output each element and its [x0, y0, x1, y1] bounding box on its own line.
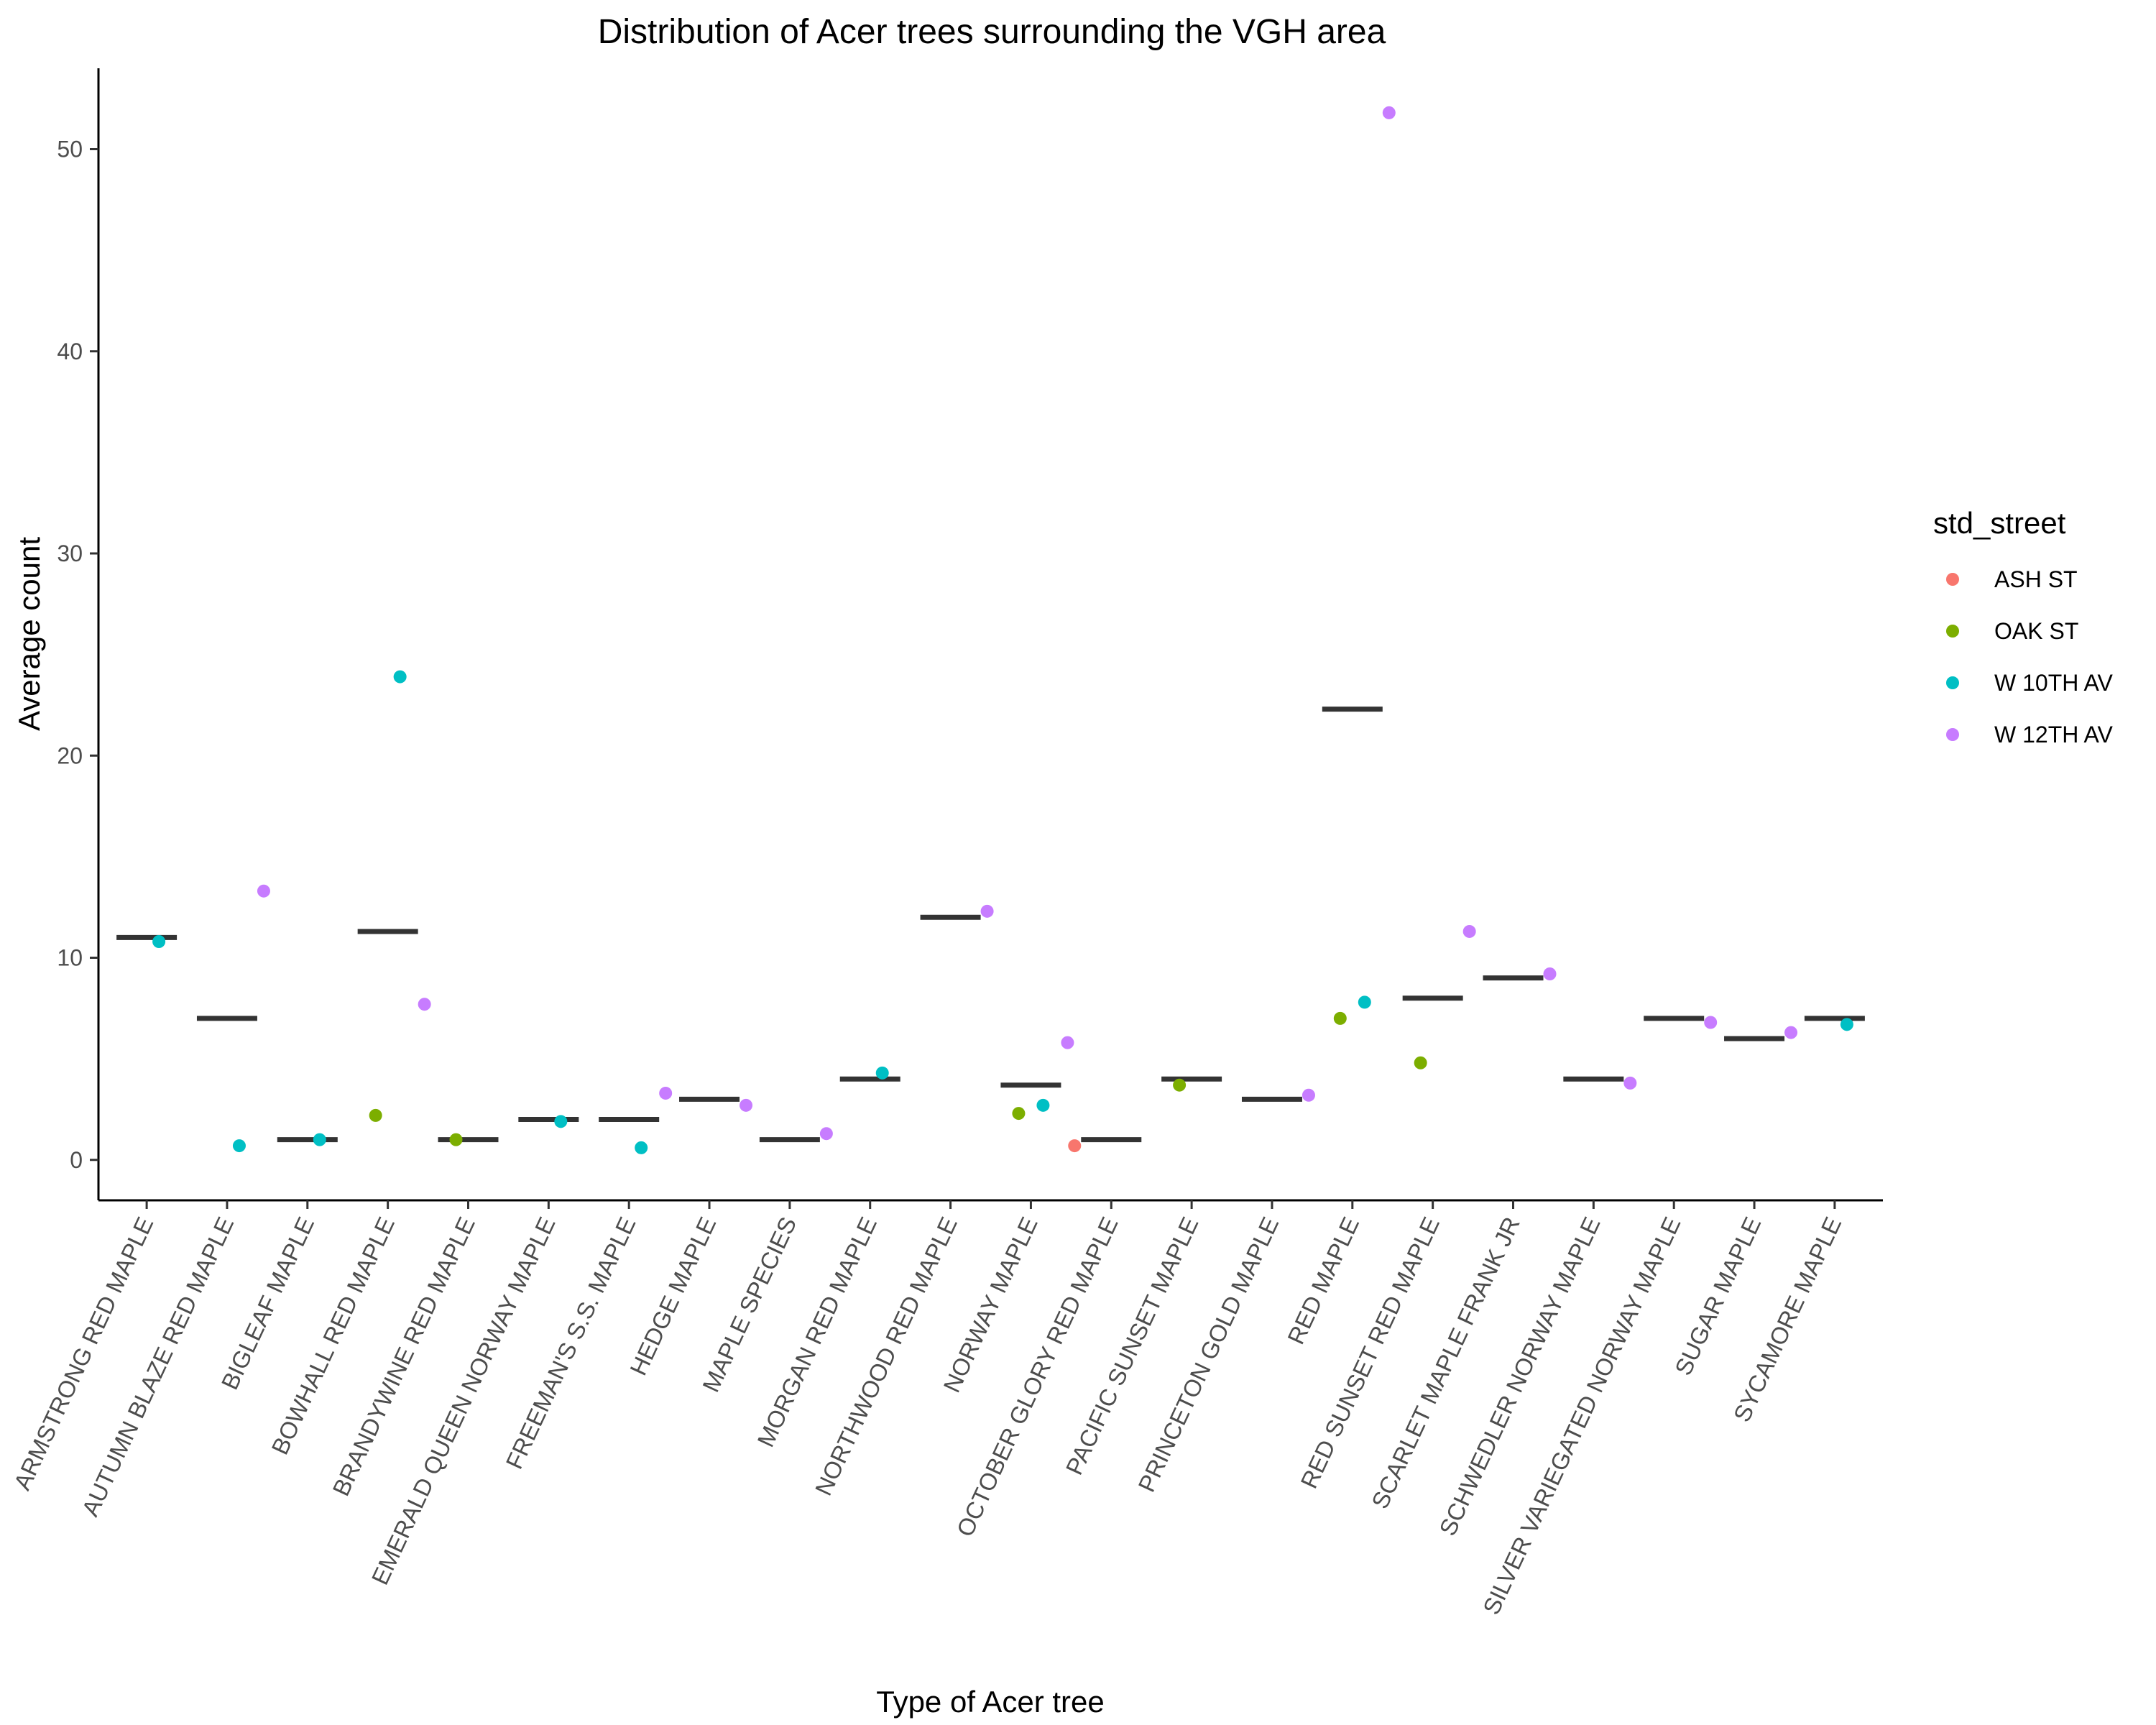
data-point: [635, 1141, 648, 1154]
data-point: [1302, 1088, 1315, 1102]
data-point: [554, 1115, 568, 1128]
data-point: [1036, 1098, 1050, 1112]
x-tick-label: HEDGE MAPLE: [625, 1213, 721, 1379]
data-point: [1358, 995, 1371, 1009]
data-point: [1840, 1018, 1853, 1031]
data-point: [740, 1098, 753, 1112]
y-tick-label: 50: [57, 137, 83, 162]
data-point: [1784, 1026, 1798, 1039]
data-point: [1061, 1036, 1074, 1049]
data-point: [1704, 1016, 1718, 1029]
legend-title: std_street: [1933, 506, 2066, 540]
legend-label: W 10TH AV: [1994, 670, 2113, 696]
data-point: [449, 1133, 463, 1146]
legend-key: [1946, 625, 1959, 638]
data-point: [393, 670, 407, 684]
data-point: [875, 1066, 889, 1080]
x-tick-label: NORTHWOOD RED MAPLE: [810, 1213, 962, 1499]
data-point: [152, 935, 166, 948]
y-tick-label: 10: [57, 945, 83, 971]
data-point: [232, 1139, 246, 1153]
plot-area: [116, 106, 1865, 1154]
legend: std_street ASH ST OAK ST W 10TH AV W 12TH A…: [1933, 506, 2113, 748]
data-point: [1173, 1078, 1187, 1092]
data-point: [1012, 1107, 1026, 1121]
x-tick-label: SCARLET MAPLE FRANK JR: [1366, 1213, 1525, 1512]
x-tick-label: AUTUMN BLAZE RED MAPLE: [77, 1213, 239, 1520]
data-point: [659, 1086, 673, 1100]
y-tick-label: 30: [57, 540, 83, 566]
x-tick-label: RED SUNSET RED MAPLE: [1295, 1213, 1445, 1492]
x-tick-label: RED MAPLE: [1282, 1213, 1364, 1348]
x-tick-label: PRINCETON GOLD MAPLE: [1133, 1213, 1284, 1496]
x-axis-title: Type of Acer tree: [876, 1685, 1105, 1719]
x-tick-label: OCTOBER GLORY RED MAPLE: [952, 1213, 1123, 1540]
legend-label: W 12TH AV: [1994, 722, 2113, 748]
x-tick-label: SCHWEDLER NORWAY MAPLE: [1434, 1213, 1605, 1540]
data-point: [980, 904, 994, 918]
y-axis-title: Average count: [12, 537, 46, 731]
y-tick-label: 0: [70, 1147, 83, 1173]
data-point: [1333, 1011, 1347, 1025]
data-point: [1543, 967, 1557, 980]
data-point: [1462, 924, 1476, 938]
legend-key: [1946, 676, 1959, 689]
legend-key: [1946, 728, 1959, 741]
data-point: [1623, 1076, 1637, 1090]
data-point: [257, 884, 270, 898]
data-point: [313, 1133, 326, 1146]
x-tick-label: SUGAR MAPLE: [1669, 1213, 1766, 1379]
x-tick-label: ARMSTRONG RED MAPLE: [9, 1213, 159, 1494]
y-axis-ticks: 0 10 20 30 40 50: [57, 137, 98, 1173]
data-point: [819, 1127, 833, 1141]
x-tick-label: BRANDYWINE RED MAPLE: [327, 1213, 480, 1500]
data-point: [1414, 1056, 1427, 1070]
legend-label: OAK ST: [1994, 618, 2078, 644]
y-tick-label: 20: [57, 742, 83, 768]
data-point: [1382, 106, 1396, 119]
data-point: [1068, 1139, 1082, 1153]
legend-label: ASH ST: [1994, 566, 2078, 592]
y-tick-label: 40: [57, 339, 83, 364]
legend-key: [1946, 573, 1959, 586]
chart-title: Distribution of Acer trees surrounding t…: [598, 13, 1386, 51]
data-point: [369, 1108, 382, 1122]
data-point: [418, 998, 431, 1011]
